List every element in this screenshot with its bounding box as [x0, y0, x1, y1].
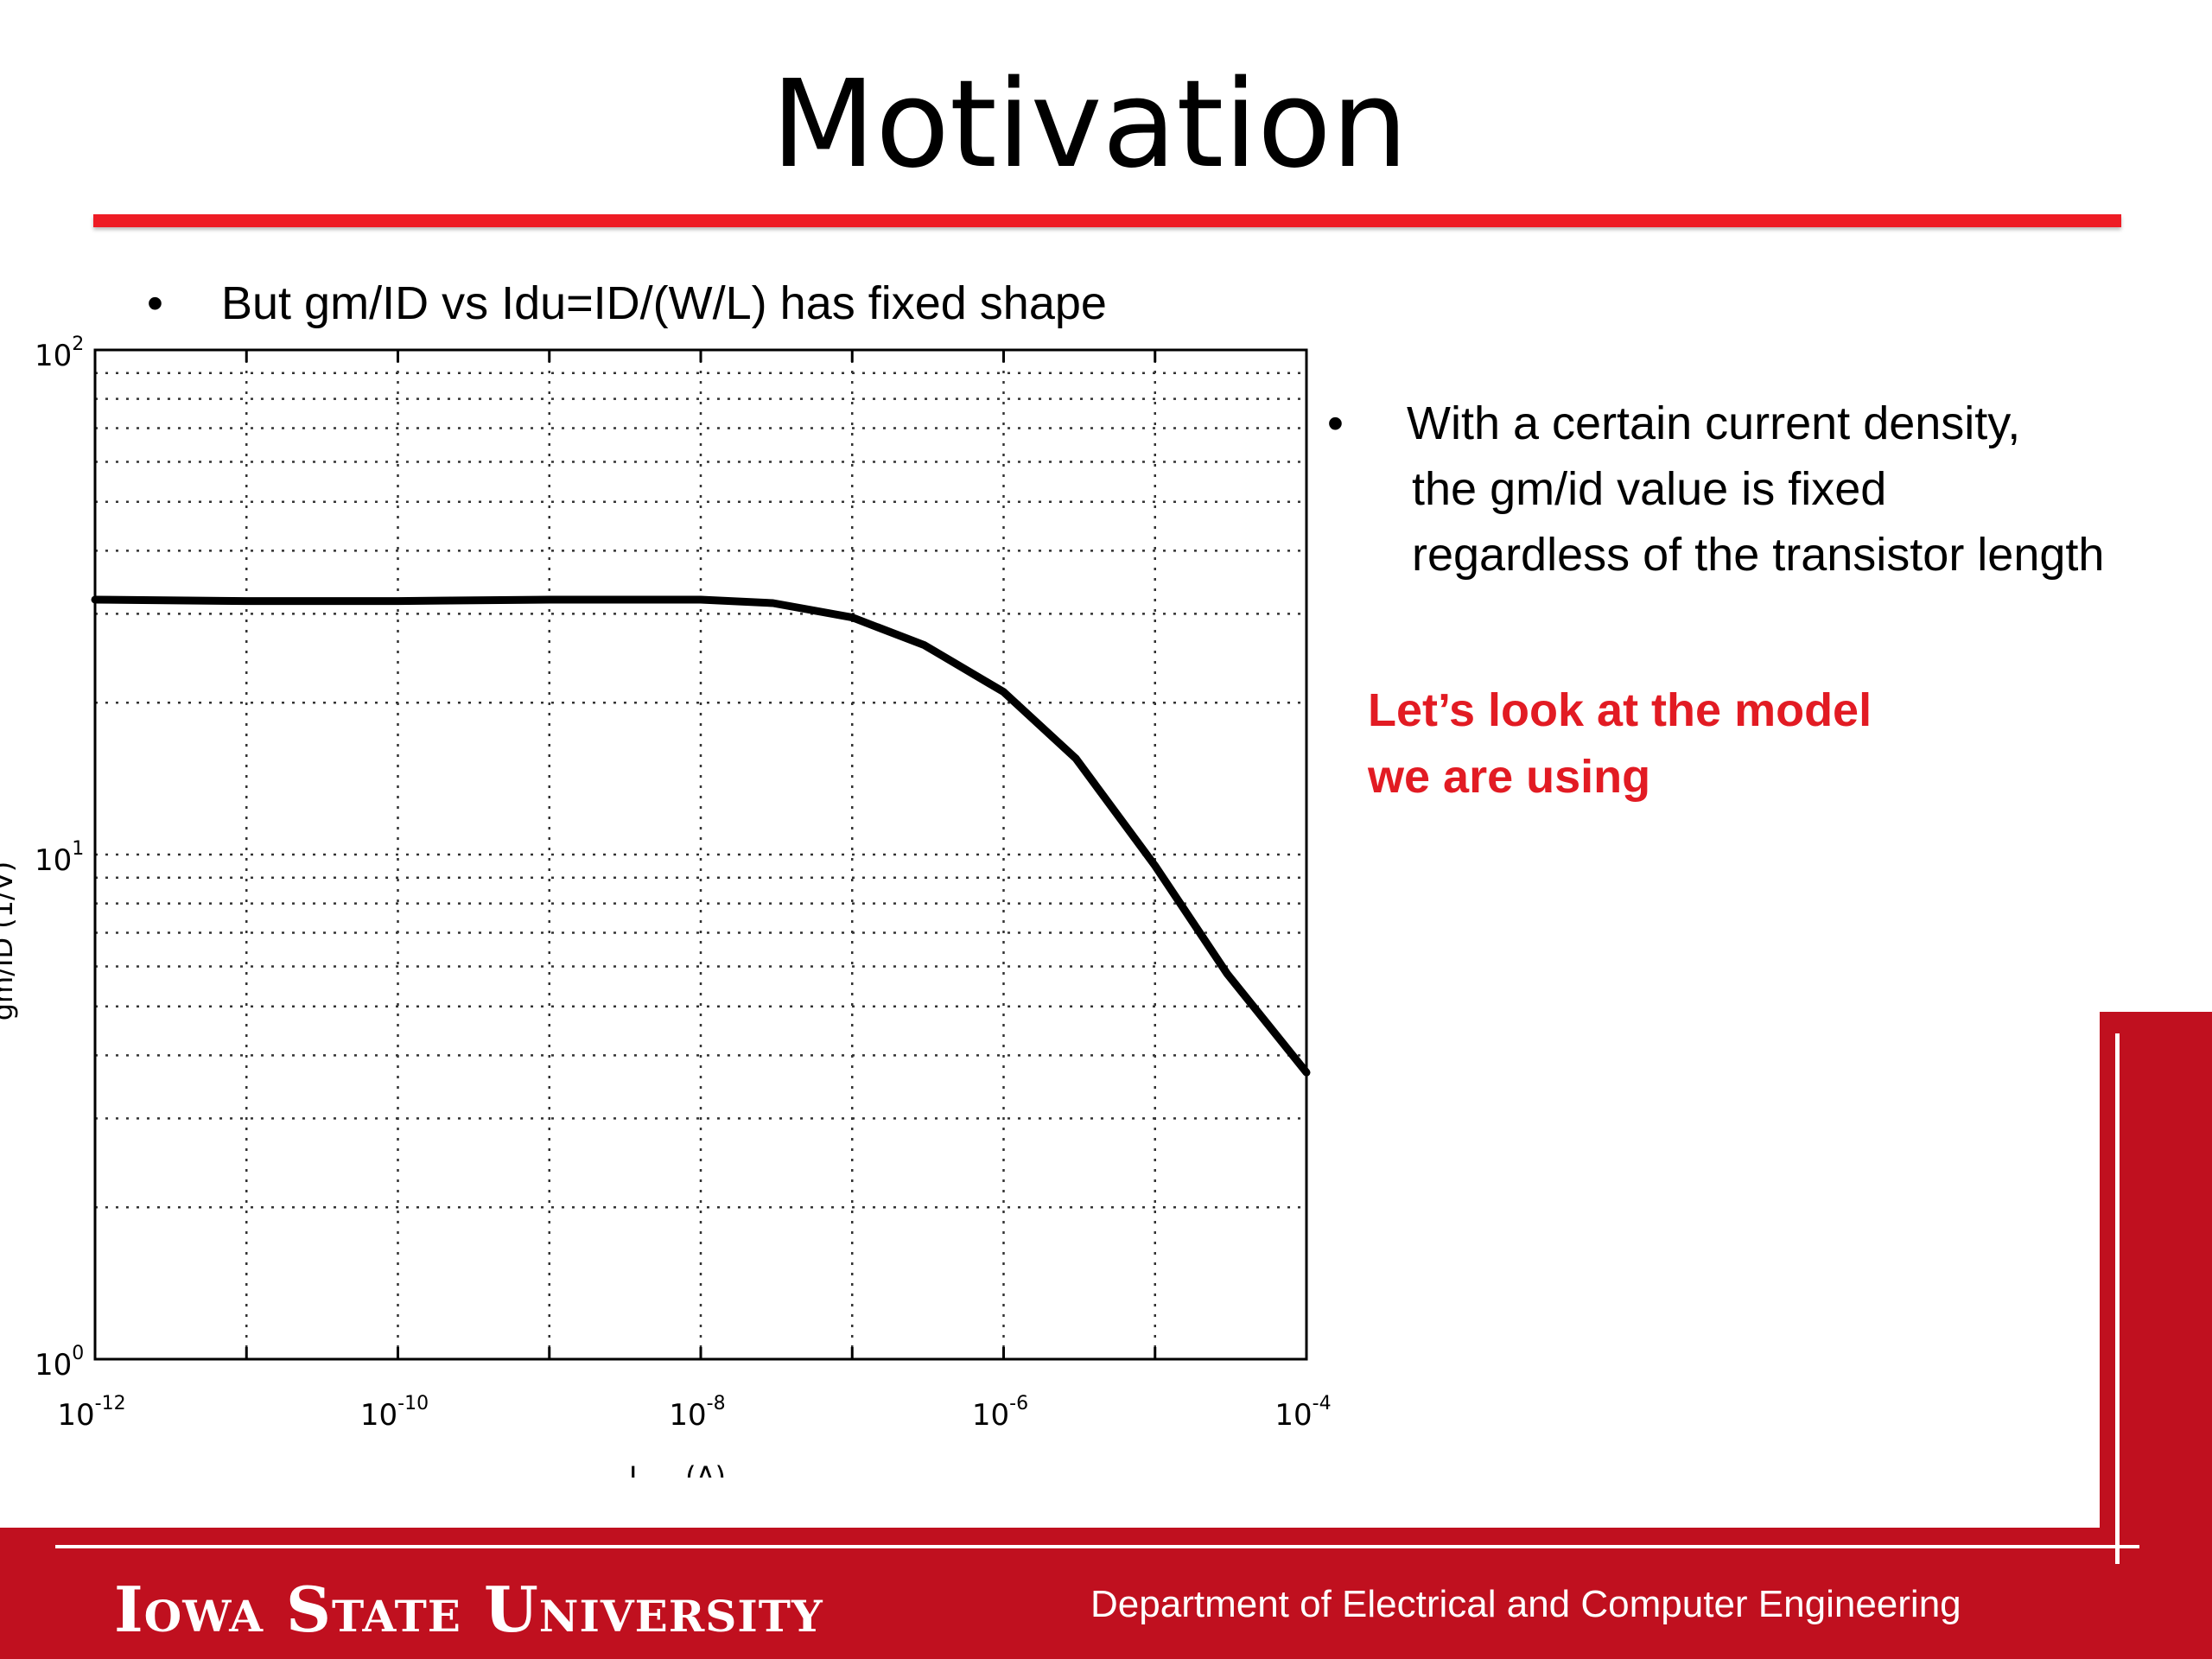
slide-title: Motivation — [771, 54, 1408, 195]
y-axis-label: gm/ID (1/V) — [0, 861, 19, 1021]
bullet-right-line-3: regardless of the transistor length — [1412, 529, 2105, 581]
red-note-line-1: Let’s look at the model — [1368, 684, 1872, 736]
bullet-right: • With a certain current density, the gm… — [1327, 391, 2104, 588]
university-wordmark: Iowa State University — [114, 1573, 823, 1646]
gm-id-curve — [91, 595, 1311, 1077]
department-name: Department of Electrical and Computer En… — [1090, 1583, 1961, 1625]
x-tick-label: 10-4 — [1274, 1393, 1331, 1433]
bullet-right-line-1: With a certain current density, — [1407, 397, 2021, 449]
footer-bar — [0, 1528, 2212, 1659]
x-tick-label: 10-8 — [669, 1393, 725, 1433]
red-note: Let’s look at the model we are using — [1368, 677, 1872, 810]
x-tick-label: 10-12 — [57, 1393, 125, 1433]
x-tick-label: 10-10 — [360, 1393, 429, 1433]
title-underline — [93, 214, 2121, 227]
plot-frame — [93, 348, 1308, 1361]
red-note-line-2: we are using — [1368, 751, 1651, 803]
x-axis-label: IDu(A) — [629, 1460, 726, 1478]
bullet-dot: • — [147, 277, 163, 329]
bullet-right-line-2: the gm/id value is fixed — [1412, 463, 1887, 515]
gm-id-chart: 10-12 10-10 10-8 10-6 10-4 100 101 102 IDu(A) gm/… — [0, 334, 1332, 1478]
x-tick-label: 10-6 — [972, 1393, 1028, 1433]
bullet-dot: • — [1327, 397, 1344, 449]
y-tick-label: 100 — [35, 1343, 84, 1382]
footer-vertical-line — [2115, 1033, 2120, 1564]
bullet-top-text: But gm/ID vs Idu=ID/(W/L) has fixed shap… — [221, 277, 1107, 329]
footer-horizontal-line — [55, 1545, 2139, 1548]
y-tick-label: 102 — [35, 334, 84, 373]
y-tick-label: 101 — [35, 838, 84, 878]
bullet-top: • But gm/ID vs Idu=ID/(W/L) has fixed sha… — [147, 275, 1107, 332]
